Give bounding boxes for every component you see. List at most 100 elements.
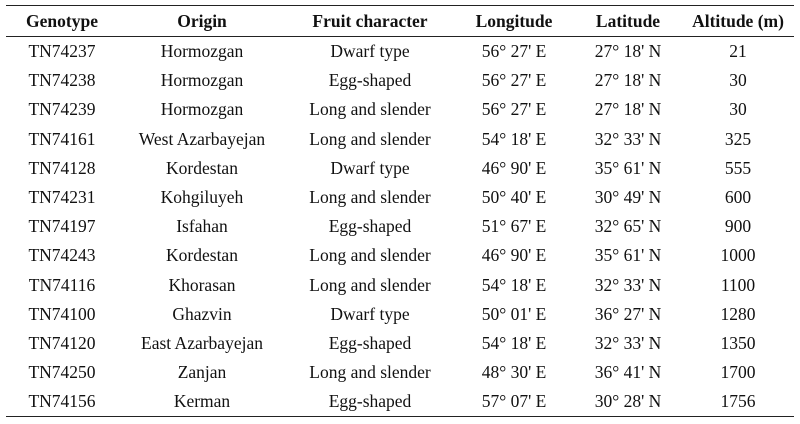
cell-origin: Hormozgan xyxy=(160,70,244,91)
table-row: TN74156 Kerman Egg-shaped 57° 07' E 30° 28' … xyxy=(6,387,794,417)
cell-genotype: TN74238 xyxy=(28,70,96,91)
cell-altitude: 1280 xyxy=(720,303,756,324)
header-altitude: Altitude (m) xyxy=(692,10,784,31)
cell-fruit-character: Long and slender xyxy=(309,187,431,208)
table-row: TN74128 Kordestan Dwarf type 46° 90' E 35° 6… xyxy=(6,154,794,183)
cell-fruit-character: Egg-shaped xyxy=(328,216,412,237)
cell-genotype: TN74100 xyxy=(28,303,96,324)
cell-altitude: 1350 xyxy=(720,332,756,353)
cell-altitude: 1100 xyxy=(720,274,756,295)
cell-genotype: TN74243 xyxy=(28,245,96,266)
cell-longitude: 54° 18' E xyxy=(481,274,547,295)
cell-origin: Kordestan xyxy=(166,157,238,178)
cell-altitude: 1700 xyxy=(720,362,756,383)
cell-longitude: 57° 07' E xyxy=(481,391,547,412)
table-row: TN74250 Zanjan Long and slender 48° 30' E 36… xyxy=(6,358,794,387)
table-row: TN74231 Kohgiluyeh Long and slender 50° 40'… xyxy=(6,183,794,212)
cell-genotype: TN74156 xyxy=(28,391,96,412)
cell-genotype: TN74116 xyxy=(28,274,96,295)
table-header: Genotype Origin Fruit character Longitud… xyxy=(6,5,794,37)
table-row: TN74237 Hormozgan Dwarf type 56° 27' E 27° 1… xyxy=(6,37,794,67)
table-row: TN74197 Isfahan Egg-shaped 51° 67' E 32° 65'… xyxy=(6,212,794,241)
cell-altitude: 325 xyxy=(724,128,752,149)
cell-origin: Isfahan xyxy=(176,216,228,237)
cell-fruit-character: Long and slender xyxy=(309,128,431,149)
cell-altitude: 30 xyxy=(729,99,747,120)
cell-latitude: 27° 18' N xyxy=(594,41,662,62)
header-genotype: Genotype xyxy=(26,10,98,31)
cell-origin: Zanjan xyxy=(177,362,227,383)
cell-latitude: 35° 61' N xyxy=(594,157,662,178)
cell-longitude: 54° 18' E xyxy=(481,332,547,353)
cell-origin: Khorasan xyxy=(168,274,236,295)
table-body: TN74237 Hormozgan Dwarf type 56° 27' E 27° 1… xyxy=(6,37,794,417)
cell-latitude: 27° 18' N xyxy=(594,70,662,91)
cell-altitude: 600 xyxy=(724,187,752,208)
cell-genotype: TN74237 xyxy=(28,41,96,62)
cell-origin: Kerman xyxy=(173,391,231,412)
cell-genotype: TN74197 xyxy=(28,216,96,237)
cell-longitude: 50° 40' E xyxy=(481,187,547,208)
cell-genotype: TN74239 xyxy=(28,99,96,120)
table-row: TN74161 West Azarbayejan Long and slender 5… xyxy=(6,125,794,154)
cell-fruit-character: Egg-shaped xyxy=(328,70,412,91)
table-row: TN74239 Hormozgan Long and slender 56° 27' … xyxy=(6,95,794,124)
cell-fruit-character: Dwarf type xyxy=(330,303,410,324)
header-fruit-character: Fruit character xyxy=(312,10,428,31)
cell-fruit-character: Dwarf type xyxy=(330,157,410,178)
header-row: Genotype Origin Fruit character Longitud… xyxy=(6,5,794,37)
cell-fruit-character: Long and slender xyxy=(309,99,431,120)
cell-genotype: TN74231 xyxy=(28,187,96,208)
cell-altitude: 21 xyxy=(729,41,747,62)
cell-genotype: TN74128 xyxy=(28,157,96,178)
cell-longitude: 50° 01' E xyxy=(481,303,547,324)
cell-longitude: 46° 90' E xyxy=(481,245,547,266)
cell-fruit-character: Egg-shaped xyxy=(328,391,412,412)
cell-fruit-character: Long and slender xyxy=(309,274,431,295)
cell-altitude: 900 xyxy=(724,216,752,237)
cell-altitude: 1756 xyxy=(720,391,756,412)
table-row: TN74238 Hormozgan Egg-shaped 56° 27' E 27° 1… xyxy=(6,66,794,95)
genotype-table: Genotype Origin Fruit character Longitud… xyxy=(6,5,794,417)
cell-fruit-character: Long and slender xyxy=(309,362,431,383)
cell-latitude: 32° 33' N xyxy=(594,128,662,149)
cell-longitude: 46° 90' E xyxy=(481,157,547,178)
table-row: TN74116 Khorasan Long and slender 54° 18' E… xyxy=(6,271,794,300)
cell-altitude: 1000 xyxy=(720,245,756,266)
cell-altitude: 30 xyxy=(729,70,747,91)
table-row: TN74100 Ghazvin Dwarf type 50° 01' E 36° 27'… xyxy=(6,300,794,329)
cell-genotype: TN74250 xyxy=(28,362,96,383)
cell-origin: East Azarbayejan xyxy=(141,332,263,353)
cell-genotype: TN74161 xyxy=(28,128,96,149)
cell-latitude: 32° 33' N xyxy=(594,332,662,353)
cell-longitude: 56° 27' E xyxy=(481,99,547,120)
cell-longitude: 48° 30' E xyxy=(481,362,547,383)
cell-origin: Kordestan xyxy=(166,245,238,266)
cell-origin: Ghazvin xyxy=(172,303,232,324)
cell-latitude: 30° 28' N xyxy=(594,391,662,412)
cell-altitude: 555 xyxy=(724,157,752,178)
table-row: TN74120 East Azarbayejan Egg-shaped 54° 18'… xyxy=(6,329,794,358)
cell-origin: Hormozgan xyxy=(160,99,244,120)
cell-latitude: 30° 49' N xyxy=(594,187,662,208)
cell-fruit-character: Dwarf type xyxy=(330,41,410,62)
cell-fruit-character: Egg-shaped xyxy=(328,332,412,353)
cell-longitude: 51° 67' E xyxy=(481,216,547,237)
table-row: TN74243 Kordestan Long and slender 46° 90' … xyxy=(6,241,794,270)
cell-latitude: 27° 18' N xyxy=(594,99,662,120)
cell-longitude: 56° 27' E xyxy=(481,70,547,91)
cell-origin: Kohgiluyeh xyxy=(160,187,244,208)
header-latitude: Latitude xyxy=(595,10,661,31)
cell-latitude: 35° 61' N xyxy=(594,245,662,266)
cell-latitude: 32° 65' N xyxy=(594,216,662,237)
cell-latitude: 36° 41' N xyxy=(594,362,662,383)
cell-origin: Hormozgan xyxy=(160,41,244,62)
header-origin: Origin xyxy=(177,10,227,31)
header-longitude: Longitude xyxy=(475,10,553,31)
cell-longitude: 56° 27' E xyxy=(481,41,547,62)
genotype-table-container: Genotype Origin Fruit character Longitud… xyxy=(6,5,794,417)
cell-origin: West Azarbayejan xyxy=(138,128,266,149)
cell-longitude: 54° 18' E xyxy=(481,128,547,149)
cell-fruit-character: Long and slender xyxy=(309,245,431,266)
cell-latitude: 32° 33' N xyxy=(594,274,662,295)
